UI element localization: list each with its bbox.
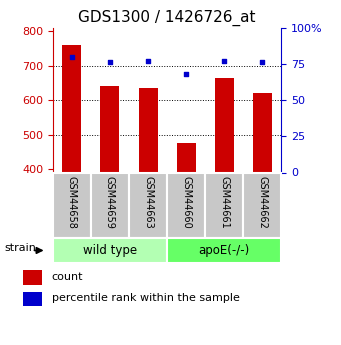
Bar xyxy=(215,78,234,172)
Bar xyxy=(167,238,281,263)
Point xyxy=(69,54,75,59)
Text: GSM44659: GSM44659 xyxy=(105,176,115,229)
Text: strain: strain xyxy=(4,244,36,254)
Bar xyxy=(23,270,42,285)
Point xyxy=(107,60,113,65)
Text: GSM44662: GSM44662 xyxy=(257,176,267,229)
Bar xyxy=(62,45,81,172)
Bar xyxy=(53,172,91,238)
Bar xyxy=(129,172,167,238)
Point xyxy=(145,58,151,64)
Text: GSM44660: GSM44660 xyxy=(181,176,191,228)
Bar xyxy=(138,88,158,172)
Bar xyxy=(167,172,205,238)
Text: GSM44658: GSM44658 xyxy=(67,176,77,229)
Text: apoE(-/-): apoE(-/-) xyxy=(198,244,250,257)
Text: percentile rank within the sample: percentile rank within the sample xyxy=(51,293,239,303)
Bar xyxy=(253,93,272,172)
Title: GDS1300 / 1426726_at: GDS1300 / 1426726_at xyxy=(78,10,256,26)
Point xyxy=(183,71,189,77)
Point xyxy=(222,58,227,64)
Bar xyxy=(243,172,281,238)
Bar xyxy=(53,238,167,263)
Bar xyxy=(101,86,119,172)
Bar xyxy=(23,292,42,306)
Bar xyxy=(177,143,196,172)
Point xyxy=(260,60,265,65)
Text: GSM44661: GSM44661 xyxy=(219,176,229,228)
Text: count: count xyxy=(51,272,83,282)
Bar xyxy=(205,172,243,238)
Text: GSM44663: GSM44663 xyxy=(143,176,153,228)
Bar xyxy=(91,172,129,238)
Text: wild type: wild type xyxy=(83,244,137,257)
